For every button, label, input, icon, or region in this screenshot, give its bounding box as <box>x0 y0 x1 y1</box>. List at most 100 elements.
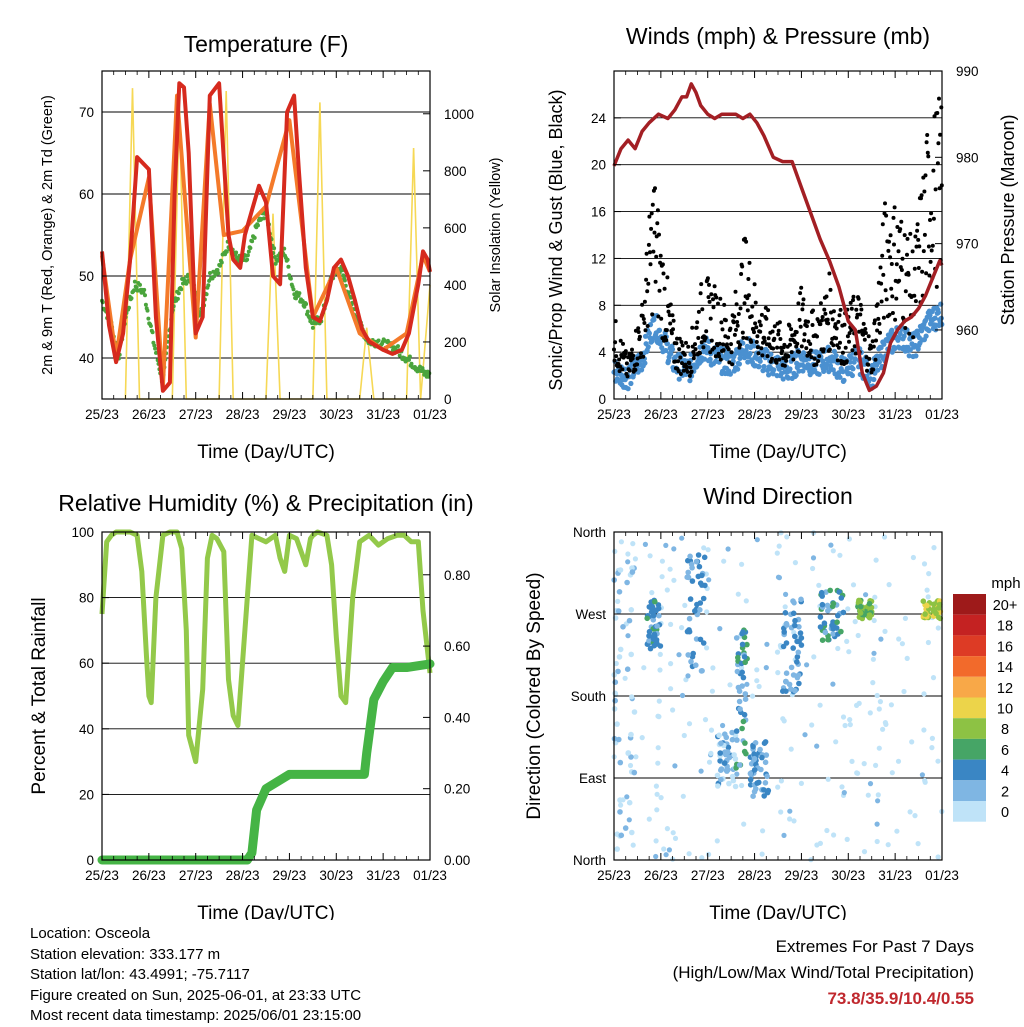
gust-point <box>743 236 747 241</box>
gust-point <box>933 187 938 192</box>
gust-point <box>650 202 655 207</box>
gust-point <box>866 334 871 339</box>
direction-point <box>715 783 721 789</box>
direction-point <box>875 792 881 798</box>
x-tick-label: 27/23 <box>179 407 213 422</box>
gust-point <box>741 335 746 340</box>
x-tick-label: 28/23 <box>226 407 260 422</box>
gust-point <box>701 345 706 350</box>
direction-point <box>739 630 745 637</box>
direction-point <box>617 759 624 766</box>
direction-point <box>776 543 782 549</box>
x-tick-label: 30/23 <box>831 868 865 883</box>
gust-point <box>911 335 916 340</box>
direction-point <box>671 546 677 552</box>
direction-point <box>633 754 639 760</box>
direction-point <box>817 624 824 630</box>
gust-point <box>653 186 657 191</box>
gust-point <box>757 319 762 324</box>
y-tick-label: 80 <box>79 591 94 606</box>
gust-point <box>871 367 876 372</box>
gust-point <box>699 340 704 345</box>
gust-point <box>937 96 941 101</box>
gust-point <box>835 358 840 363</box>
wind-point <box>745 359 751 365</box>
direction-point <box>838 595 845 601</box>
direction-point <box>925 639 932 646</box>
gust-point <box>834 326 839 331</box>
direction-point <box>842 722 848 729</box>
direction-point <box>823 589 829 595</box>
direction-point <box>631 709 638 715</box>
direction-point <box>664 826 671 832</box>
gust-point <box>849 328 854 332</box>
direction-point <box>935 614 942 621</box>
direction-point <box>742 691 749 697</box>
gust-point <box>658 253 663 258</box>
direction-point <box>784 534 790 540</box>
gust-point <box>740 330 745 335</box>
direction-point <box>693 662 699 668</box>
gust-point <box>814 362 819 367</box>
gust-point <box>866 362 871 367</box>
gust-point <box>797 317 802 322</box>
gust-point <box>850 348 855 353</box>
gust-point <box>919 193 924 198</box>
direction-point <box>626 817 632 823</box>
gust-point <box>676 359 681 364</box>
gust-point <box>810 323 815 327</box>
direction-point <box>701 545 707 551</box>
direction-point <box>778 778 785 784</box>
wind-point <box>642 333 649 339</box>
dewpoint-point <box>176 291 181 296</box>
wind-point <box>676 376 682 382</box>
wind-point <box>785 375 791 381</box>
gust-point <box>921 249 926 254</box>
direction-point <box>740 674 747 681</box>
gust-point <box>645 324 650 328</box>
gust-point <box>844 359 849 364</box>
gust-point <box>752 282 757 287</box>
wind-point <box>793 372 799 378</box>
gust-point <box>674 341 679 346</box>
direction-point <box>655 745 661 751</box>
direction-point <box>646 628 653 635</box>
gust-point <box>685 365 690 369</box>
gust-point <box>872 318 877 323</box>
gust-point <box>646 242 651 247</box>
direction-point <box>754 678 760 684</box>
gust-point <box>729 350 734 355</box>
direction-point <box>921 691 927 697</box>
direction-point <box>617 646 624 653</box>
gust-point <box>676 369 681 374</box>
wind-point <box>913 353 919 359</box>
gust-point <box>680 361 684 366</box>
direction-point <box>622 825 629 831</box>
gust-point <box>931 216 936 221</box>
direction-point <box>668 621 674 628</box>
direction-point <box>682 602 688 609</box>
gust-point <box>775 345 780 350</box>
direction-point <box>733 635 740 641</box>
y-tick-label: South <box>571 689 606 704</box>
extremes-values: 73.8/35.9/10.4/0.55 <box>827 989 974 1008</box>
gust-point <box>916 266 921 270</box>
y-right-tick-label: 400 <box>444 278 467 293</box>
direction-point <box>791 818 797 824</box>
x-tick-label: 25/23 <box>597 407 631 422</box>
gust-point <box>888 255 893 260</box>
gust-point <box>620 367 625 372</box>
direction-point <box>931 606 937 612</box>
direction-point <box>618 802 624 808</box>
wind-point <box>701 356 708 362</box>
direction-point <box>656 698 662 704</box>
direction-point <box>708 750 714 757</box>
gust-point <box>887 239 891 244</box>
y-tick-label: 4 <box>598 345 606 360</box>
gust-point <box>720 327 725 332</box>
direction-point <box>790 672 797 678</box>
y-right-tick-label: 990 <box>956 64 979 79</box>
direction-point <box>865 792 871 798</box>
gust-point <box>817 354 822 359</box>
direction-point <box>836 589 842 595</box>
